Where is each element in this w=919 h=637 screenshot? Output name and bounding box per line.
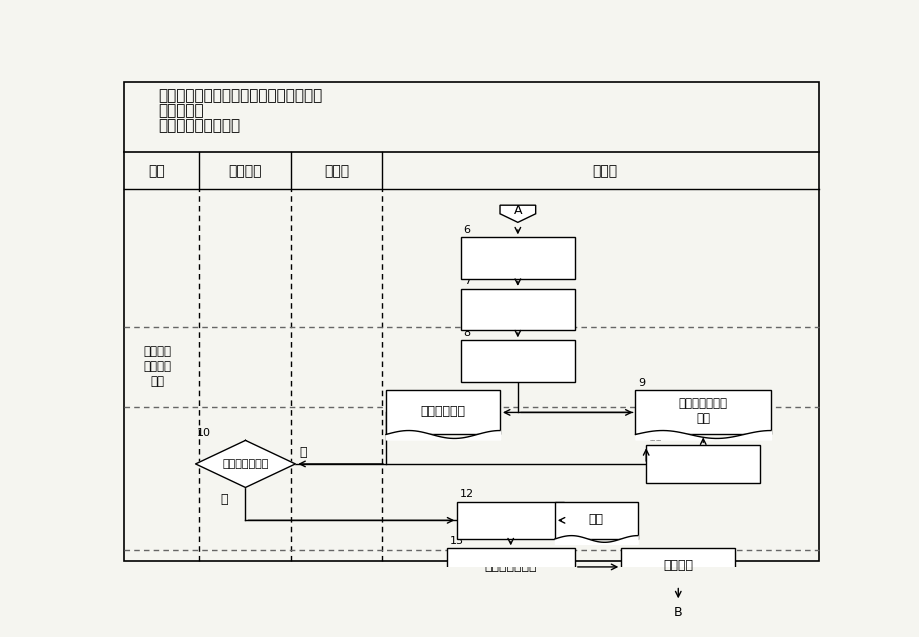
Text: B: B <box>674 606 682 619</box>
Text: 折旧是否正确？: 折旧是否正确？ <box>222 459 268 469</box>
FancyBboxPatch shape <box>457 502 563 539</box>
FancyBboxPatch shape <box>386 390 500 434</box>
Text: 折旧试算报表: 折旧试算报表 <box>420 404 465 418</box>
Text: 储运部: 储运部 <box>323 164 349 178</box>
Text: 财务副总: 财务副总 <box>229 164 262 178</box>
Text: 更新折旧登记簿: 更新折旧登记簿 <box>484 561 537 573</box>
Text: 财务部: 财务部 <box>592 164 617 178</box>
Text: 根据固定
资产折旧
需要: 根据固定 资产折旧 需要 <box>143 345 171 389</box>
Text: 11: 11 <box>648 433 663 443</box>
Text: 否: 否 <box>299 446 306 459</box>
Text: 8: 8 <box>463 328 471 338</box>
FancyBboxPatch shape <box>460 289 574 330</box>
Text: 更新折旧试算登
记簿: 更新折旧试算登 记簿 <box>678 397 727 426</box>
Text: 12: 12 <box>460 489 473 499</box>
Text: 13: 13 <box>448 536 463 546</box>
Text: 固定资产折旧计
算: 固定资产折旧计 算 <box>491 347 543 375</box>
FancyBboxPatch shape <box>620 548 734 585</box>
FancyBboxPatch shape <box>645 445 759 483</box>
Text: 是: 是 <box>221 493 228 506</box>
Text: 流程名称：固定资产管理流程（续上页）: 流程名称：固定资产管理流程（续上页） <box>158 89 322 104</box>
Polygon shape <box>500 205 535 222</box>
FancyBboxPatch shape <box>554 502 637 539</box>
Text: 流程编号：: 流程编号： <box>158 103 203 118</box>
Text: 凭证: 凭证 <box>588 513 603 526</box>
Text: 固定资产帐务维
护: 固定资产帐务维 护 <box>491 296 543 324</box>
Polygon shape <box>196 440 295 487</box>
Text: 折旧修改: 折旧修改 <box>687 457 718 471</box>
FancyBboxPatch shape <box>460 238 574 278</box>
Text: 6: 6 <box>463 225 471 235</box>
Text: A: A <box>513 204 521 217</box>
Text: 折旧转帐: 折旧转帐 <box>495 514 525 527</box>
Text: 10: 10 <box>197 428 210 438</box>
Text: 9: 9 <box>638 378 645 388</box>
Polygon shape <box>660 608 696 624</box>
Text: 时间: 时间 <box>149 164 165 178</box>
Text: 折旧报表: 折旧报表 <box>663 559 693 573</box>
FancyBboxPatch shape <box>460 340 574 382</box>
Text: 应付帐款维护: 应付帐款维护 <box>494 252 539 264</box>
FancyBboxPatch shape <box>446 548 574 585</box>
Text: 7: 7 <box>463 276 471 287</box>
Text: 流程拥有者：财务部: 流程拥有者：财务部 <box>158 118 240 133</box>
FancyBboxPatch shape <box>635 390 770 434</box>
